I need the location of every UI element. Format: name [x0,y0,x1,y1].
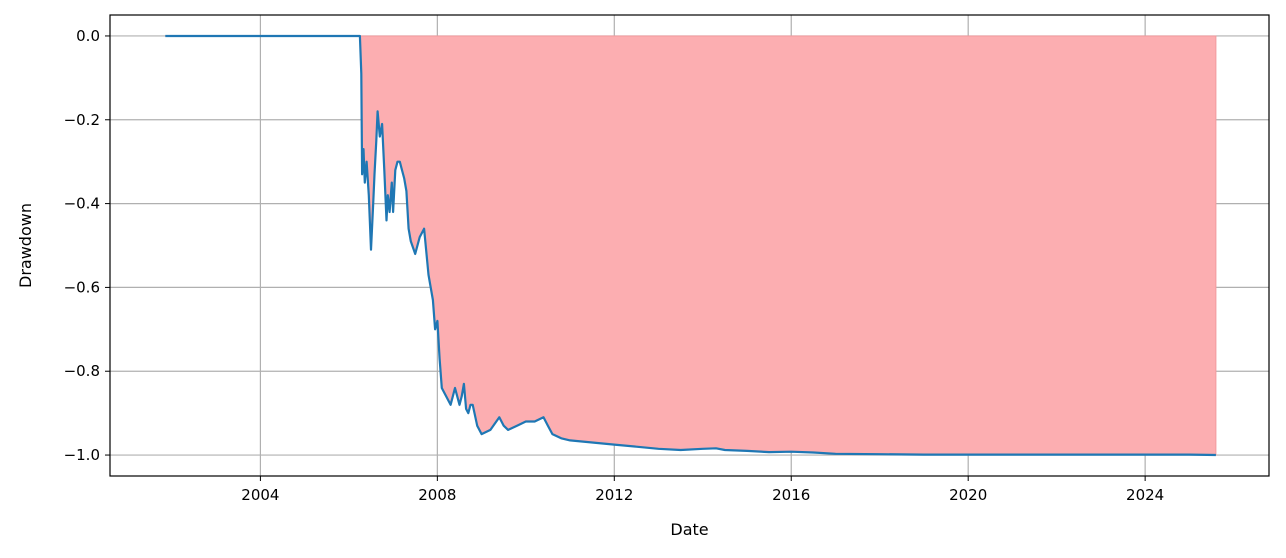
x-tick-label-2008: 2008 [418,486,456,504]
plot-frame [109,14,1270,477]
x-axis-ticks: 2004 2008 2012 2016 2020 2024 [241,476,1164,504]
y-tick-label-5: −1.0 [64,446,100,464]
y-tick-label-1: −0.2 [64,111,100,129]
x-tick-label-2004: 2004 [241,486,279,504]
y-tick-label-3: −0.6 [64,278,100,296]
y-tick-label-4: −0.8 [64,362,100,380]
x-tick-label-2020: 2020 [949,486,987,504]
x-tick-label-2016: 2016 [772,486,810,504]
drawdown-series-line [165,34,1216,457]
drawdown-fill-area [165,35,1217,456]
x-tick-label-2012: 2012 [595,486,633,504]
y-tick-label-2: −0.4 [64,195,100,213]
x-axis-label: Date [670,520,708,539]
x-tick-label-2024: 2024 [1126,486,1164,504]
y-tick-label-0: 0.0 [76,27,100,45]
y-axis-ticks: 0.0 −0.2 −0.4 −0.6 −0.8 −1.0 [64,27,110,464]
y-axis-label: Drawdown [16,203,35,288]
